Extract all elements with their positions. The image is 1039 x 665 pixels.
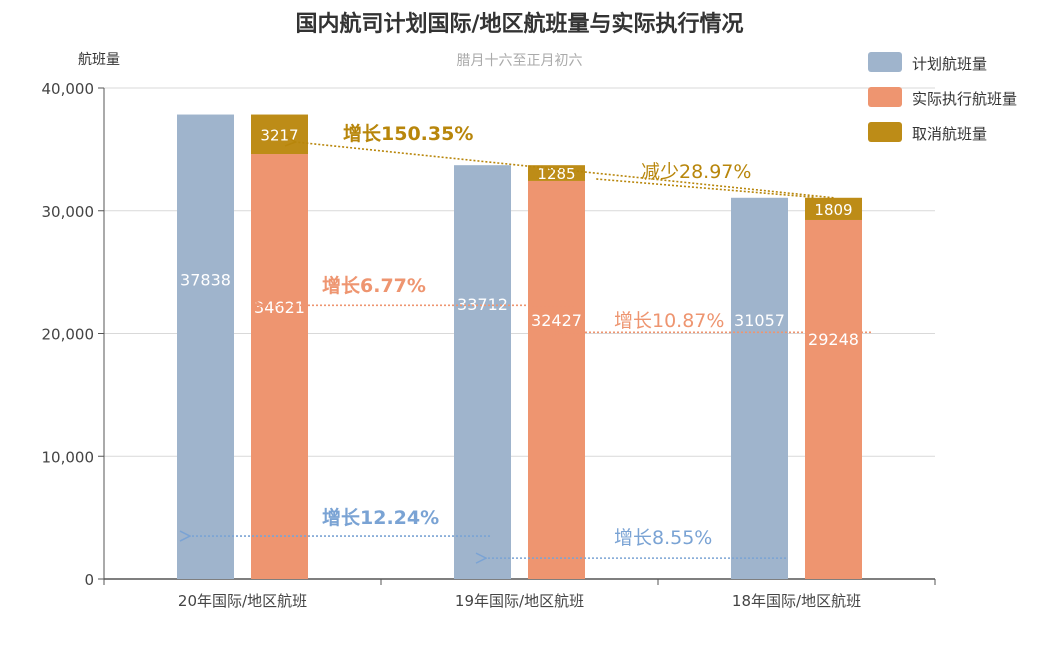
bar-executed [251,154,308,579]
annotation-increase-planned-2019: 增长8.55% [614,527,712,549]
y-tick-label: 20,000 [42,326,95,344]
chart-subtitle: 腊月十六至正月初六 [456,53,583,69]
chart-title: 国内航司计划国际/地区航班量与实际执行情况 [295,12,744,37]
bars [177,114,862,580]
legend-swatch-executed [868,87,902,107]
x-tick-label: 19年国际/地区航班 [455,592,584,610]
legend-swatch-planned [868,52,902,72]
annotation-decrease-cancelled: 减少28.97% [641,161,751,183]
data-label-cancelled: 3217 [260,126,298,144]
y-tick-label: 30,000 [42,203,95,221]
grid-lines [104,87,935,457]
data-label-executed: 34621 [254,298,305,317]
x-tick-label: 18年国际/地区航班 [732,592,861,610]
y-axis-label: 航班量 [78,52,120,68]
legend-label-cancelled: 取消航班量 [912,125,988,143]
bar-cancelled [251,114,308,155]
bar-executed [805,219,862,579]
annotation-increase-cancelled: 增长150.35% [343,122,473,145]
bar-executed [528,180,585,580]
bar-planned [454,165,511,580]
legend-label-planned: 计划航班量 [912,55,988,73]
bar-planned [731,197,788,579]
annotation-increase-executed-2019: 增长10.87% [614,310,724,332]
annotation-increase-planned-2020: 增长12.24% [322,506,439,529]
bar-planned [177,114,234,580]
legend-swatch-cancelled [868,122,902,142]
y-tick-label: 40,000 [42,80,95,98]
bar-cancelled [805,197,862,220]
x-tick-label: 20年国际/地区航班 [178,592,307,610]
data-label-planned: 33712 [457,295,508,314]
bar-cancelled [528,165,585,181]
legend-label-executed: 实际执行航班量 [912,90,1018,108]
data-label-cancelled: 1285 [537,165,575,183]
undefined [594,178,814,199]
annotations: 增长150.35% 减少28.97% 增长6.77% 增长10.87% 增长12.24%… [190,122,871,558]
data-label-cancelled: 1809 [814,201,852,219]
annotation-increase-executed-2020: 增长6.77% [322,274,426,297]
y-tick-label: 0 [84,571,94,589]
data-label-planned: 31057 [734,311,785,330]
data-label-executed: 29248 [808,330,859,349]
data-label-executed: 32427 [531,311,582,330]
y-tick-label: 10,000 [42,448,95,466]
axes: 0 10,000 20,000 30,000 40,000 20年国际/地区航班 19年国际… [42,80,936,610]
data-label-planned: 37838 [180,270,231,289]
